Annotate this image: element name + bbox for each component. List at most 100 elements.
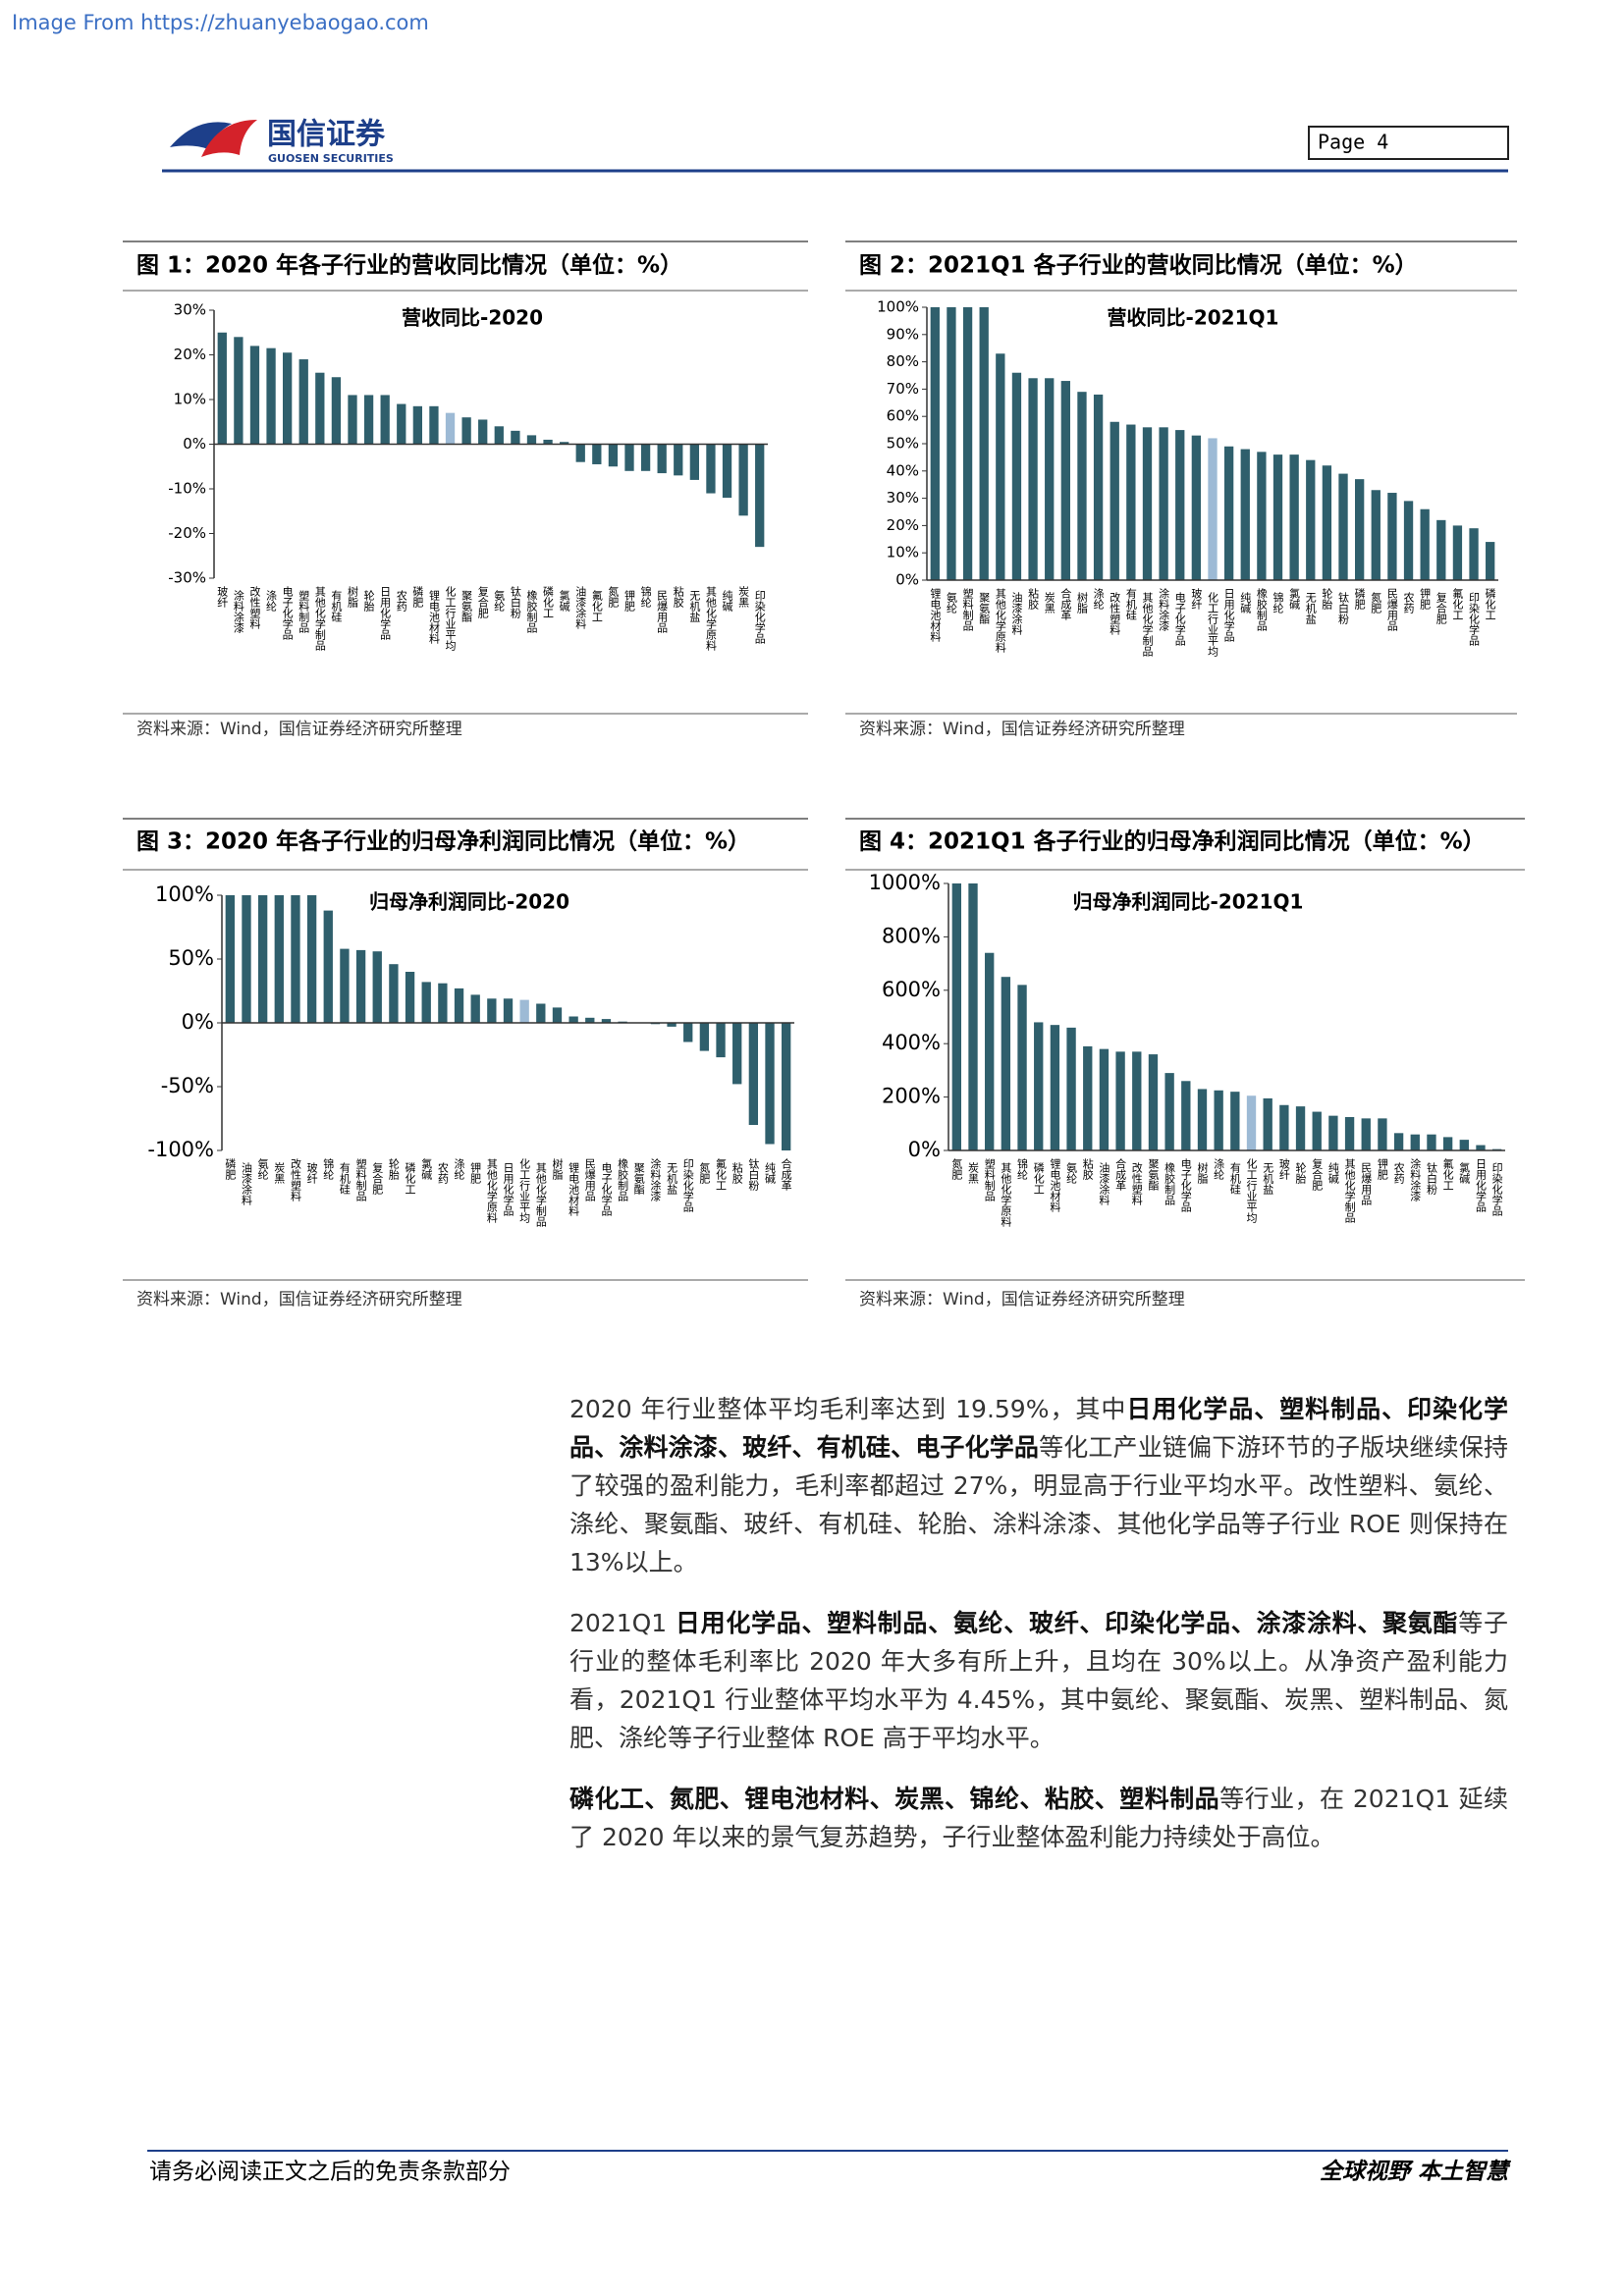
y-tick-label: 50%	[168, 946, 214, 970]
y-tick-label: -30%	[168, 569, 206, 587]
x-tick-label: 磷化工	[542, 586, 555, 618]
x-tick-label: 农药	[1392, 1161, 1405, 1185]
bar	[1436, 519, 1446, 580]
bar	[601, 1019, 612, 1023]
x-tick-label: 磷肥	[411, 586, 424, 608]
x-tick-label: 锦纶	[1272, 591, 1284, 614]
x-tick-label: 氟化工	[715, 1158, 728, 1191]
bar	[494, 426, 504, 445]
x-tick-label: 有机硅	[1228, 1161, 1241, 1195]
x-tick-label: 树脂	[1196, 1161, 1209, 1185]
x-tick-label: 有机硅	[330, 589, 343, 622]
x-tick-label: 玻纤	[305, 1162, 318, 1185]
paragraph: 磷化工、氮肥、锂电池材料、炭黑、锦纶、粘胶、塑料制品等行业，在 2021Q1 延…	[569, 1780, 1508, 1856]
bar	[526, 435, 537, 445]
bar	[979, 307, 989, 580]
x-tick-label: 其他化学制品	[313, 586, 326, 651]
x-tick-label: 玻纤	[1277, 1158, 1290, 1181]
bar	[575, 444, 585, 462]
x-tick-label: 改性塑料	[289, 1157, 301, 1202]
bar	[1045, 378, 1055, 580]
x-tick-label: 轮胎	[387, 1157, 400, 1181]
bar	[1197, 1089, 1208, 1150]
x-tick-label: 农药	[395, 589, 407, 613]
figure-caption: 图 1：2020 年各子行业的营收同比情况（单位：%）	[136, 252, 682, 279]
x-tick-label: 钾肥	[1419, 587, 1432, 610]
x-tick-label: 涤纶	[453, 1157, 465, 1180]
bar	[962, 307, 973, 580]
bar	[765, 1023, 775, 1145]
bar	[608, 444, 619, 467]
bar	[1017, 985, 1027, 1150]
x-tick-label: 日用化学品	[502, 1162, 514, 1216]
x-tick-label: 橡胶制品	[1164, 1162, 1176, 1205]
x-tick-label: 聚氨酯	[978, 592, 991, 624]
x-tick-label: 塑料制品	[961, 587, 974, 631]
x-tick-label: 复合肥	[371, 1161, 384, 1195]
bar	[315, 372, 325, 445]
x-tick-label: 聚氨酯	[1147, 1158, 1160, 1191]
x-tick-label: 其他化学原料	[704, 586, 717, 652]
bar	[306, 895, 317, 1023]
bar	[1142, 427, 1153, 580]
bar	[706, 444, 716, 494]
y-tick-label: 40%	[887, 461, 919, 479]
x-tick-label: 氨纶	[945, 592, 957, 614]
bar	[560, 442, 569, 445]
bar	[355, 949, 366, 1023]
y-tick-label: 90%	[887, 325, 919, 343]
bar	[782, 1023, 791, 1150]
x-tick-label: 印染化学品	[753, 590, 766, 644]
x-tick-label: 磷肥	[224, 1158, 237, 1180]
x-tick-label: 氟化工	[590, 590, 603, 622]
x-tick-label: 氨纶	[493, 590, 506, 612]
bar	[421, 982, 431, 1023]
bar	[389, 964, 399, 1023]
bar	[1486, 542, 1495, 580]
x-tick-label: 粘胶	[672, 585, 684, 609]
bar	[323, 910, 333, 1023]
bar	[1469, 528, 1479, 580]
bar	[699, 1023, 710, 1051]
x-tick-label: 树脂	[551, 1157, 564, 1181]
x-tick-label: 其他化学制品	[1141, 592, 1154, 657]
x-tick-label: 轮胎	[1321, 587, 1333, 611]
bar	[640, 444, 651, 471]
bar	[1344, 1117, 1355, 1150]
x-tick-label: 氮肥	[1370, 591, 1382, 614]
x-tick-label: 锂电池材料	[427, 589, 440, 645]
x-tick-label: 炭黑	[273, 1162, 286, 1184]
x-tick-label: 炭黑	[967, 1162, 980, 1184]
y-tick-label: 0%	[908, 1138, 941, 1161]
bar	[732, 1023, 742, 1085]
x-tick-label: 其他化学原料	[1000, 1162, 1012, 1228]
y-tick-label: 20%	[887, 516, 919, 534]
x-tick-label: 化工行业平均	[1207, 591, 1219, 658]
x-tick-label: 钛白粉	[747, 1157, 760, 1191]
bar	[1355, 479, 1365, 580]
x-tick-label: 涤纶	[1092, 587, 1105, 610]
x-tick-label: 橡胶制品	[617, 1158, 629, 1201]
bar	[985, 952, 995, 1150]
x-tick-label: 炭黑	[1043, 592, 1056, 614]
bar	[1279, 1104, 1289, 1150]
bar	[445, 412, 456, 445]
x-tick-label: 磷化工	[1484, 588, 1496, 620]
bar	[291, 895, 300, 1023]
text-run: 2020 年行业整体平均毛利率达到 19.59%，其中	[569, 1395, 1127, 1423]
bar	[1393, 1133, 1404, 1150]
x-tick-label: 锂电池材料	[929, 587, 942, 643]
x-tick-label: 民爆用品	[1385, 588, 1398, 631]
chart-title: 归母净利润同比-2020	[369, 890, 569, 914]
bar	[331, 377, 342, 445]
bar	[380, 395, 390, 445]
x-tick-label: 改性塑料	[1109, 591, 1121, 636]
bar	[1322, 465, 1332, 580]
x-tick-label: 塑料制品	[983, 1157, 996, 1201]
bar	[1272, 454, 1283, 580]
y-tick-label: 70%	[887, 380, 919, 398]
x-tick-label: 锦纶	[322, 1157, 335, 1180]
x-tick-label: 聚氨酯	[632, 1162, 645, 1195]
